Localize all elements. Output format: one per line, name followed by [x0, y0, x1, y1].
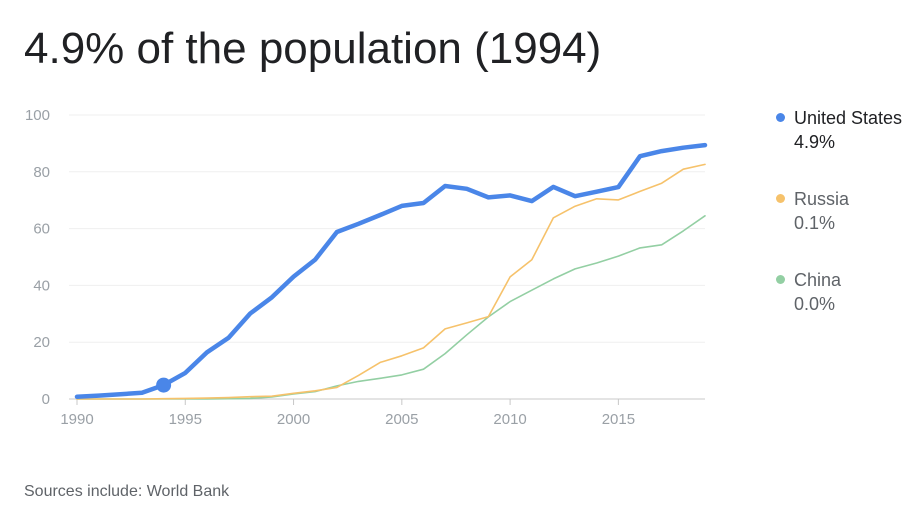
chart-title: 4.9% of the population (1994)	[24, 24, 602, 73]
legend: United States 4.9% Russia 0.1% China 0.0…	[776, 106, 902, 349]
legend-item-united-states[interactable]: United States 4.9%	[776, 106, 902, 154]
legend-item-china[interactable]: China 0.0%	[776, 268, 902, 316]
series-color-dot	[776, 194, 785, 203]
series-line-russia[interactable]	[76, 163, 706, 400]
chart-series-lines	[74, 142, 708, 400]
legend-series-name: Russia	[794, 189, 850, 209]
legend-series-value: 0.0%	[794, 294, 836, 314]
series-line-china[interactable]	[76, 215, 706, 400]
y-tick-label: 100	[25, 107, 50, 124]
y-tick-label: 80	[33, 164, 50, 181]
highlight-point[interactable]	[156, 377, 172, 393]
chart-highlight	[156, 377, 172, 393]
series-color-dot	[776, 275, 785, 284]
series-color-dot	[776, 113, 785, 122]
y-tick-label: 40	[33, 277, 50, 294]
series-line-united-states[interactable]	[74, 142, 708, 399]
line-chart[interactable]: 0 20 40 60 80 100 1990 1995 2000 2005 2010 2015	[0, 0, 770, 440]
legend-item-russia[interactable]: Russia 0.1%	[776, 187, 902, 235]
legend-series-name: United States	[794, 108, 903, 128]
x-tick-label: 2000	[277, 411, 310, 428]
y-axis: 0 20 40 60 80 100	[25, 107, 50, 408]
x-axis: 1990 1995 2000 2005 2010 2015	[60, 399, 635, 428]
y-tick-label: 60	[33, 221, 50, 238]
y-tick-label: 20	[33, 334, 50, 351]
y-tick-label: 0	[42, 391, 50, 408]
x-tick-label: 1995	[169, 411, 202, 428]
chart-grid	[69, 114, 705, 400]
x-tick-label: 1990	[60, 411, 93, 428]
source-note: Sources include: World Bank	[24, 483, 230, 500]
legend-series-name: China	[794, 270, 842, 290]
legend-series-value: 4.9%	[794, 132, 836, 152]
legend-series-value: 0.1%	[794, 213, 836, 233]
x-tick-label: 2010	[493, 411, 526, 428]
x-tick-label: 2005	[385, 411, 418, 428]
x-tick-label: 2015	[602, 411, 635, 428]
